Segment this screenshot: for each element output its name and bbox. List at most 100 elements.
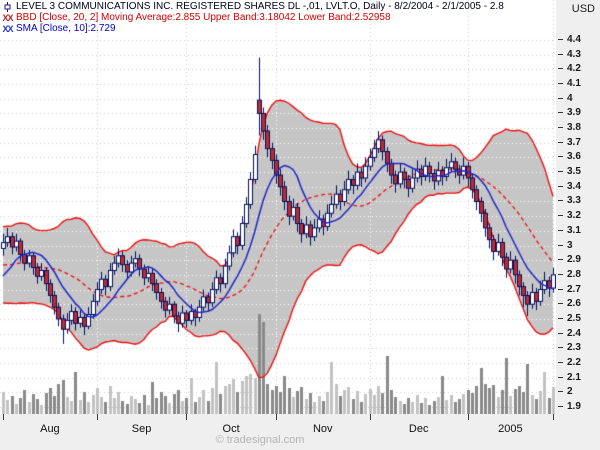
- y-axis-tick: 3.9: [558, 107, 581, 118]
- y-tick-value: 4.1: [567, 78, 581, 90]
- y-axis-tick: 2: [558, 386, 573, 397]
- y-tick-value: 4.4: [567, 34, 581, 45]
- y-axis-tick: 2.2: [558, 357, 581, 368]
- y-tick-value: 3: [567, 239, 573, 251]
- y-tick-value: 1.9: [567, 401, 581, 412]
- y-axis-tick: 2.8: [558, 269, 581, 280]
- y-tick-value: 3.4: [567, 180, 581, 192]
- y-tick-mark: [558, 156, 563, 158]
- y-tick-value: 2.1: [567, 371, 581, 383]
- x-axis-tick-mark: [468, 414, 469, 420]
- y-axis-tick: 2.9: [558, 254, 581, 265]
- y-tick-value: 3.1: [567, 224, 581, 236]
- chart-header: LEVEL 3 COMMUNICATIONS INC. REGISTERED S…: [2, 1, 504, 34]
- x-axis-label: Nov: [312, 423, 333, 435]
- y-tick-mark: [558, 376, 563, 378]
- y-axis-tick: 3.1: [558, 225, 581, 236]
- y-tick-value: 4.3: [567, 48, 581, 60]
- y-axis-tick: 3: [558, 240, 573, 251]
- x-axis-tick-mark: [97, 414, 98, 420]
- y-axis-tick: 2.5: [558, 313, 581, 324]
- x-axis-tick-mark: [186, 414, 187, 420]
- y-axis-tick: 3.7: [558, 137, 581, 148]
- y-tick-mark: [558, 141, 563, 143]
- y-axis-tick: 4.4: [558, 34, 581, 45]
- y-axis-tick: 2.7: [558, 284, 581, 295]
- y-axis-tick: 3.4: [558, 181, 581, 192]
- x-axis-tick-mark: [370, 414, 371, 420]
- y-tick-value: 3.2: [567, 210, 581, 222]
- y-tick-value: 3.6: [567, 151, 581, 163]
- y-tick-value: 3.5: [567, 166, 581, 178]
- bbd-line-icon: XX: [2, 12, 13, 23]
- y-tick-mark: [558, 171, 563, 173]
- x-axis-tick-mark: [276, 414, 277, 420]
- y-axis-tick: 4: [558, 93, 573, 104]
- y-tick-mark: [558, 215, 563, 217]
- y-tick-mark: [558, 112, 563, 114]
- y-tick-mark: [558, 127, 563, 129]
- y-tick-mark: [558, 391, 563, 393]
- x-axis-label: 2005: [498, 423, 523, 435]
- y-axis-tick: 3.8: [558, 122, 581, 133]
- y-axis-tick: 3.6: [558, 151, 581, 162]
- chart-title: LEVEL 3 COMMUNICATIONS INC. REGISTERED S…: [16, 1, 504, 12]
- y-tick-mark: [558, 39, 563, 40]
- currency-label: USD: [571, 3, 595, 15]
- y-tick-value: 2.8: [567, 268, 581, 280]
- y-tick-value: 3.3: [567, 195, 581, 207]
- y-tick-mark: [558, 244, 563, 246]
- y-tick-mark: [558, 53, 563, 55]
- y-axis-tick: 4.1: [558, 78, 581, 89]
- y-tick-mark: [558, 361, 563, 363]
- x-axis-label: Sep: [131, 423, 152, 435]
- y-tick-value: 2.9: [567, 254, 581, 266]
- y-tick-value: 4: [567, 92, 573, 104]
- y-axis-tick: 3.5: [558, 166, 581, 177]
- y-tick-value: 3.9: [567, 107, 581, 119]
- y-tick-mark: [558, 288, 563, 290]
- x-axis-tick-mark: [3, 414, 4, 420]
- y-axis-tick: 1.9: [558, 401, 581, 412]
- y-tick-mark: [558, 273, 563, 275]
- y-axis-tick: 3.2: [558, 210, 581, 221]
- y-tick-mark: [558, 303, 563, 305]
- y-tick-value: 4.2: [567, 63, 581, 75]
- y-axis-tick: 3.3: [558, 195, 581, 206]
- y-tick-value: 3.7: [567, 136, 581, 148]
- y-tick-value: 2.4: [567, 327, 581, 339]
- y-tick-mark: [558, 83, 563, 85]
- y-tick-value: 2.5: [567, 312, 581, 324]
- y-tick-mark: [558, 229, 563, 231]
- x-axis-label: Aug: [40, 423, 60, 435]
- bbd-indicator-legend: BBD [Close, 20, 2] Moving Average:2.855 …: [16, 12, 391, 23]
- y-tick-mark: [558, 259, 563, 261]
- y-axis-tick: 4.3: [558, 49, 581, 60]
- y-tick-mark: [558, 406, 563, 407]
- sma-indicator-legend: SMA [Close, 10]:2.729: [16, 23, 116, 34]
- x-axis: © tradesignal.com Aug Sep Oct Nov Dec 2005: [0, 414, 600, 450]
- y-tick-value: 2: [567, 386, 573, 398]
- y-tick-value: 2.2: [567, 356, 581, 368]
- y-tick-mark: [558, 200, 563, 202]
- price-chart-canvas[interactable]: [0, 0, 556, 414]
- y-axis-tick: 2.1: [558, 372, 581, 383]
- y-axis-tick: 2.4: [558, 328, 581, 339]
- candlestick-icon: [2, 1, 13, 12]
- y-tick-value: 3.8: [567, 122, 581, 134]
- y-tick-mark: [558, 97, 563, 99]
- y-axis: 4.4 4.3 4.2 4.1 4 3.9 3.8 3.7 3.6 3.5 3.4 3.3 3.2 3.1…: [556, 0, 600, 414]
- x-axis-label: Oct: [222, 423, 240, 435]
- y-tick-value: 2.7: [567, 283, 581, 295]
- y-tick-value: 2.6: [567, 298, 581, 310]
- y-axis-tick: 2.3: [558, 342, 581, 353]
- x-axis-label: Dec: [408, 423, 429, 435]
- y-tick-mark: [558, 317, 563, 319]
- y-tick-mark: [558, 347, 563, 349]
- y-tick-mark: [558, 332, 563, 334]
- watermark-credit: © tradesignal.com: [215, 434, 305, 446]
- y-tick-value: 2.3: [567, 342, 581, 354]
- y-axis-tick: 2.6: [558, 298, 581, 309]
- y-tick-mark: [558, 185, 563, 187]
